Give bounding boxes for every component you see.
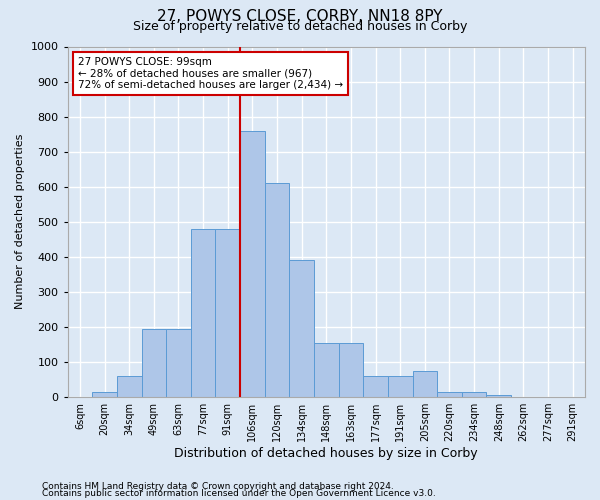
Bar — [289, 260, 314, 397]
Bar — [240, 130, 265, 397]
Bar — [215, 229, 240, 397]
Bar — [437, 392, 462, 397]
Bar — [338, 342, 363, 397]
Text: 27 POWYS CLOSE: 99sqm
← 28% of detached houses are smaller (967)
72% of semi-det: 27 POWYS CLOSE: 99sqm ← 28% of detached … — [78, 57, 343, 90]
Bar — [166, 328, 191, 397]
Bar — [117, 376, 142, 397]
Text: Contains public sector information licensed under the Open Government Licence v3: Contains public sector information licen… — [42, 490, 436, 498]
Y-axis label: Number of detached properties: Number of detached properties — [15, 134, 25, 310]
Bar — [363, 376, 388, 397]
Bar — [462, 392, 487, 397]
Text: 27, POWYS CLOSE, CORBY, NN18 8PY: 27, POWYS CLOSE, CORBY, NN18 8PY — [157, 9, 443, 24]
Bar — [142, 328, 166, 397]
Bar — [92, 392, 117, 397]
Bar — [191, 229, 215, 397]
Bar — [265, 183, 289, 397]
Text: Size of property relative to detached houses in Corby: Size of property relative to detached ho… — [133, 20, 467, 33]
Bar — [314, 342, 338, 397]
Text: Contains HM Land Registry data © Crown copyright and database right 2024.: Contains HM Land Registry data © Crown c… — [42, 482, 394, 491]
X-axis label: Distribution of detached houses by size in Corby: Distribution of detached houses by size … — [175, 447, 478, 460]
Bar — [487, 396, 511, 397]
Bar — [413, 371, 437, 397]
Bar — [388, 376, 413, 397]
